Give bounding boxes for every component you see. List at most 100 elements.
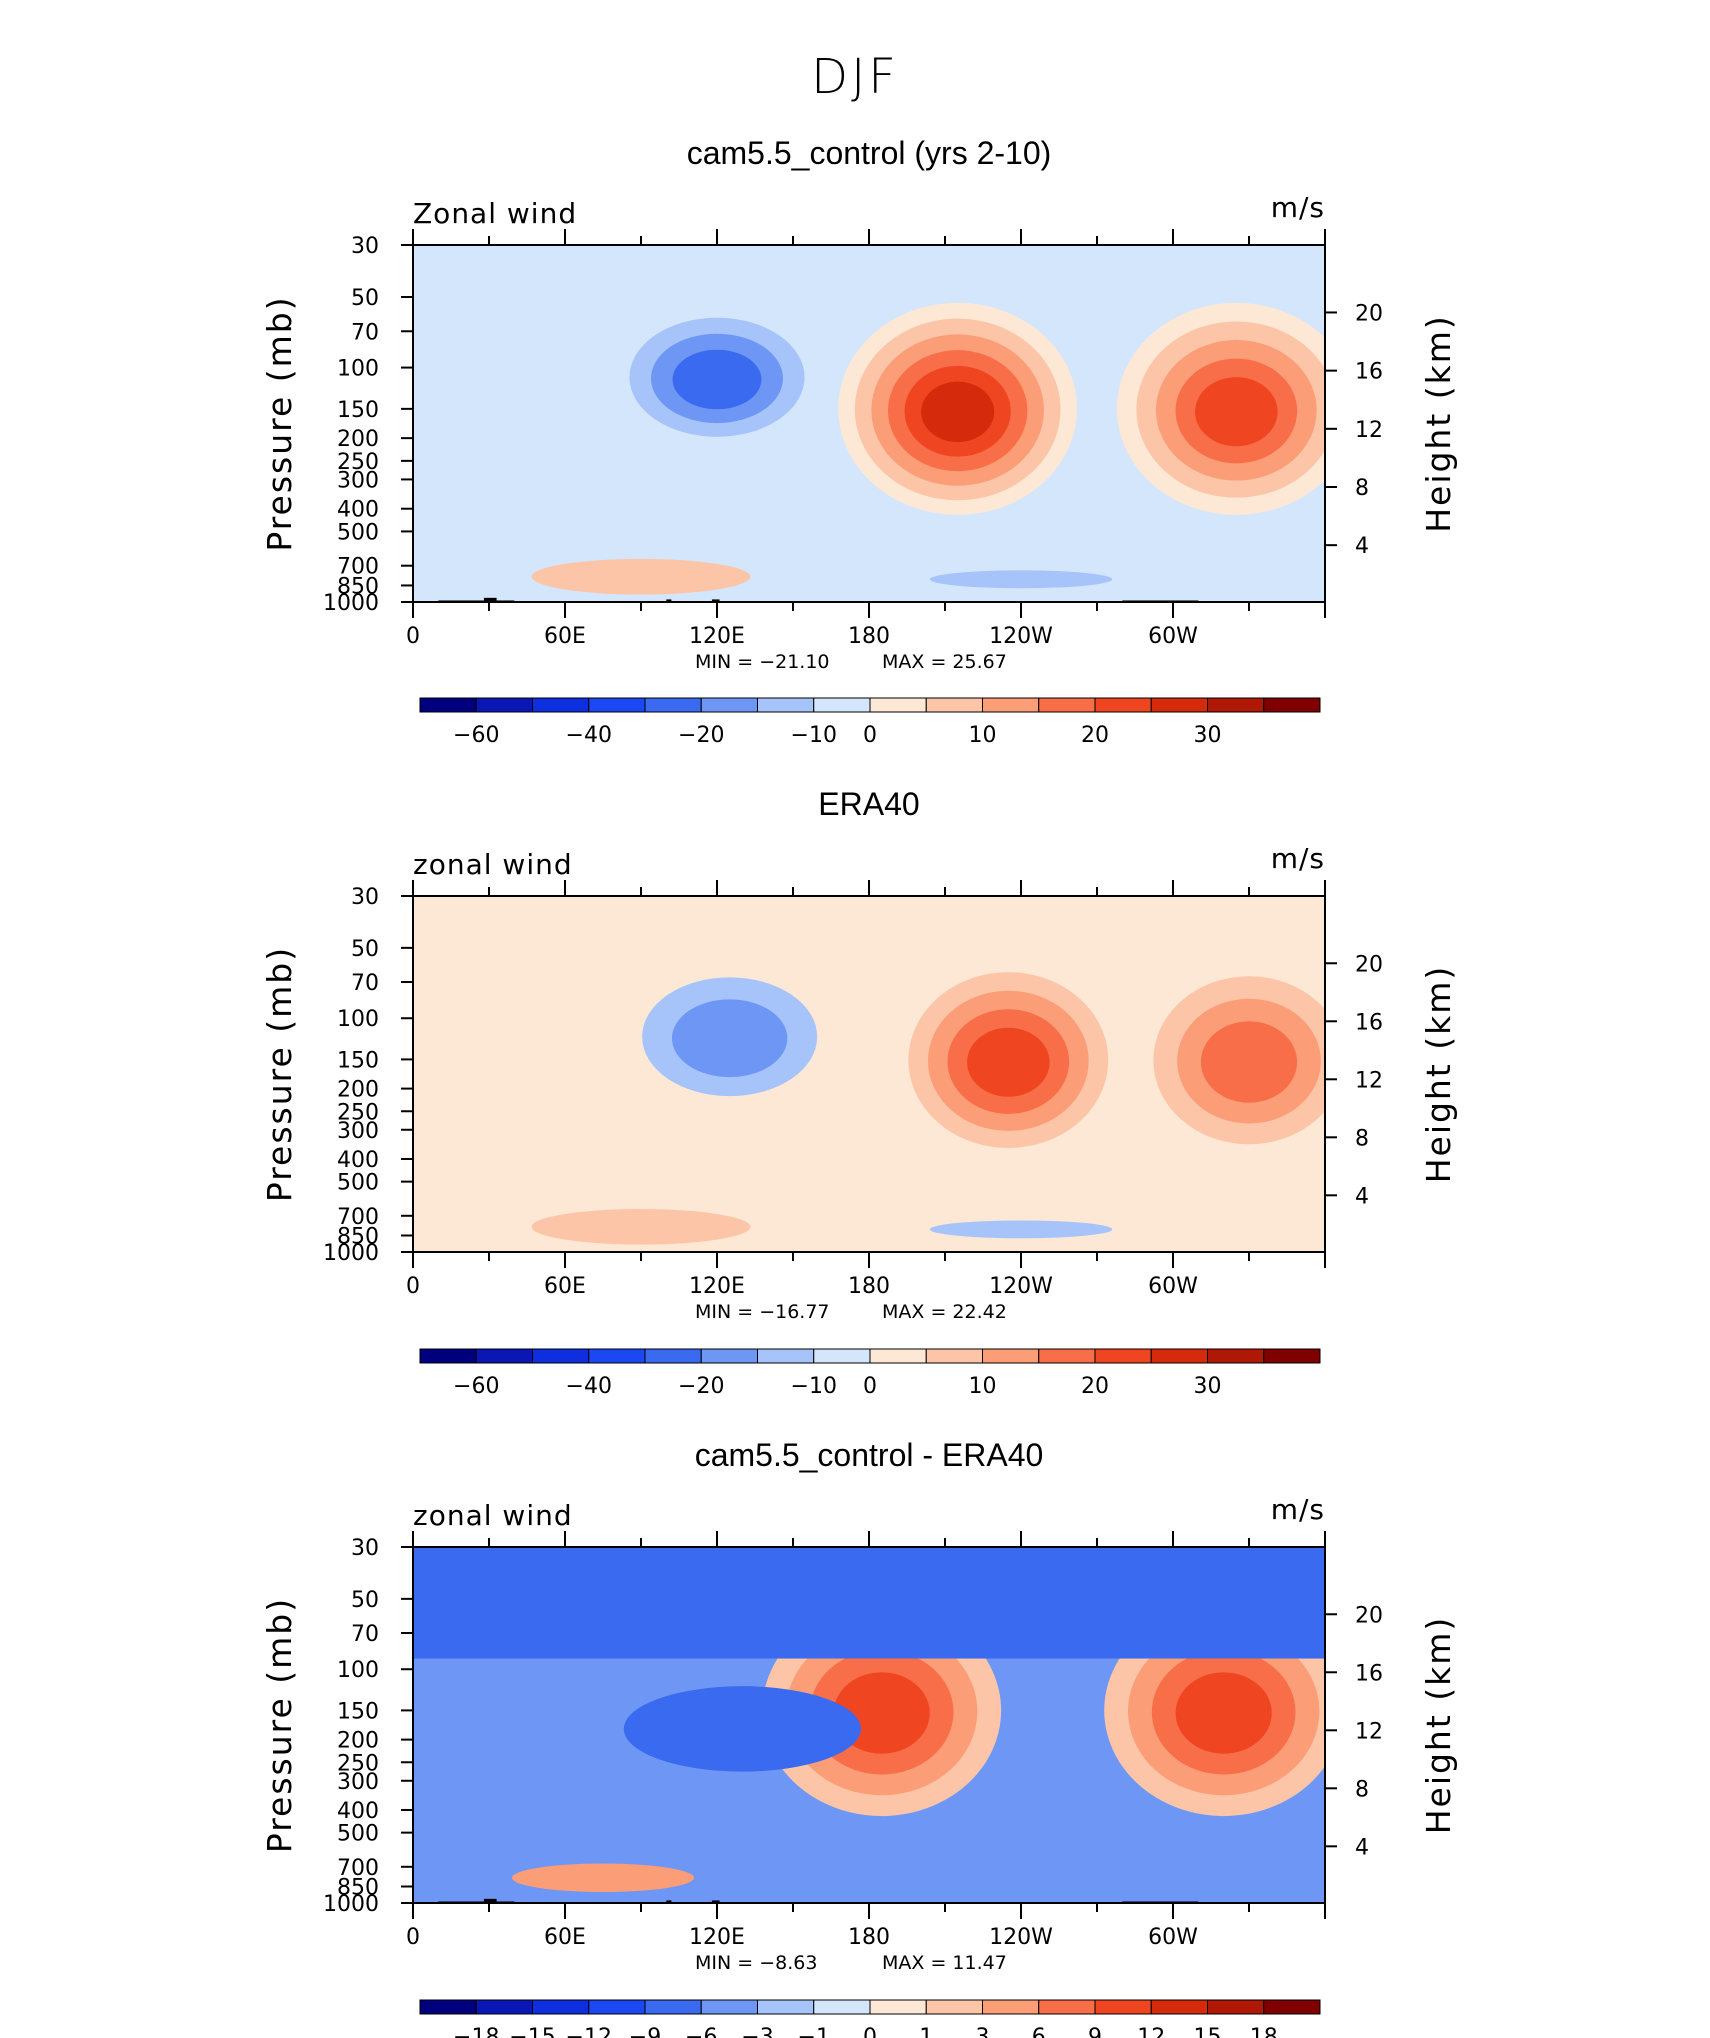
y-tick-label: 300 — [337, 468, 379, 493]
y-tick-label: 250 — [337, 1100, 379, 1125]
x-tick-label: 60E — [544, 1274, 586, 1299]
colorbar-box — [700, 697, 758, 713]
contour-level — [672, 349, 762, 410]
contour-level — [1195, 377, 1278, 447]
colorbar-tick-label: 0 — [863, 2025, 877, 2038]
y-tick-label: 1000 — [323, 591, 379, 616]
topography — [666, 599, 672, 602]
y-tick-label: 400 — [337, 1799, 379, 1824]
colorbar-box — [644, 1999, 702, 2015]
y2-tick-label: 8 — [1355, 1777, 1369, 1802]
panel-title: cam5.5_control (yrs 2-10) — [687, 135, 1052, 171]
topography — [483, 597, 497, 602]
max-value: MAX = 11.47 — [882, 1952, 1007, 1974]
contour-level — [1175, 1672, 1272, 1754]
y-tick-label: 100 — [337, 357, 379, 382]
y-tick-label: 300 — [337, 1770, 379, 1795]
x-tick-label: 120E — [689, 1925, 745, 1950]
x-tick-label: 60E — [544, 624, 586, 649]
y2-axis-title: Height (km) — [1419, 965, 1458, 1184]
max-value: MAX = 25.67 — [882, 651, 1007, 673]
colorbar-box — [1150, 1999, 1208, 2015]
colorbar-box — [1038, 1999, 1096, 2015]
colorbar-tick-label: 9 — [1088, 2025, 1102, 2038]
y-tick-label: 250 — [337, 1751, 379, 1776]
x-tick-label: 180 — [848, 1274, 890, 1299]
x-tick-label: 0 — [406, 624, 420, 649]
y-axis-title: Pressure (mb) — [260, 1597, 299, 1853]
colorbar-box — [1150, 1348, 1208, 1364]
y-axis-title: Pressure (mb) — [260, 295, 299, 551]
colorbar-tick-label: 30 — [1194, 1374, 1222, 1399]
y-tick-label: 400 — [337, 1148, 379, 1173]
colorbar-tick-label: −3 — [741, 2025, 773, 2038]
colorbar-box — [700, 1999, 758, 2015]
y-tick-label: 150 — [337, 1048, 379, 1073]
y-axis-title: Pressure (mb) — [260, 946, 299, 1202]
topography — [711, 599, 720, 602]
colorbar-box — [869, 1348, 927, 1364]
colorbar-box — [1263, 697, 1321, 713]
x-tick-label: 120W — [989, 1274, 1053, 1299]
colorbar-box — [419, 1348, 477, 1364]
y-tick-label: 50 — [351, 286, 379, 311]
colorbar-tick-label: 1 — [919, 2025, 933, 2038]
colorbar-tick-label: 0 — [863, 723, 877, 748]
x-tick-label: 60W — [1148, 624, 1198, 649]
x-tick-label: 60W — [1148, 1274, 1198, 1299]
y-tick-label: 700 — [337, 1856, 379, 1881]
colorbar-tick-label: 6 — [1032, 2025, 1046, 2038]
colorbar-tick-label: −10 — [791, 1374, 837, 1399]
colorbar-tick-label: −60 — [453, 1374, 499, 1399]
y2-tick-label: 4 — [1355, 534, 1369, 559]
colorbar-tick-label: 20 — [1081, 1374, 1109, 1399]
colorbar-box — [1094, 1999, 1152, 2015]
x-tick-label: 120W — [989, 1925, 1053, 1950]
x-tick-label: 180 — [848, 624, 890, 649]
chart-panel-3: cam5.5_control - ERA40 zonal wind m/s 0 60E 1… — [260, 1437, 1458, 2038]
y2-tick-label: 20 — [1355, 301, 1383, 326]
colorbar-box — [1094, 697, 1152, 713]
y-tick-label: 70 — [351, 320, 379, 345]
contour-level — [671, 999, 788, 1078]
low-level-easterly — [929, 570, 1113, 589]
chart-panel-1: cam5.5_control (yrs 2-10) Zonal wind m/s 0 6… — [260, 135, 1458, 748]
colorbar-tick-label: −1 — [798, 2025, 830, 2038]
y-tick-label: 700 — [337, 555, 379, 580]
colorbar-box — [925, 1999, 983, 2015]
colorbar-box — [813, 1348, 871, 1364]
y-tick-label: 30 — [351, 1536, 379, 1561]
colorbar-box — [982, 1999, 1040, 2015]
x-tick-label: 180 — [848, 1925, 890, 1950]
min-value: MIN = −8.63 — [695, 1952, 817, 1974]
y-tick-label: 500 — [337, 520, 379, 545]
colorbar-tick-label: −6 — [685, 2025, 717, 2038]
units-label: m/s — [1271, 1493, 1325, 1526]
min-value: MIN = −21.10 — [695, 651, 830, 673]
y2-axis-title: Height (km) — [1419, 314, 1458, 533]
colorbar-tick-label: 10 — [969, 723, 997, 748]
colorbar-tick-label: 0 — [863, 1374, 877, 1399]
colorbar-box — [532, 1348, 590, 1364]
y2-tick-label: 12 — [1355, 418, 1383, 443]
units-label: m/s — [1271, 842, 1325, 875]
colorbar-box — [1207, 697, 1265, 713]
colorbar-box — [925, 1348, 983, 1364]
y-tick-label: 50 — [351, 937, 379, 962]
colorbar-box — [1263, 1348, 1321, 1364]
colorbar-box — [532, 1999, 590, 2015]
panel-title: ERA40 — [818, 786, 919, 822]
max-value: MAX = 22.42 — [882, 1301, 1007, 1323]
colorbar-box — [700, 1348, 758, 1364]
colorbar-box — [757, 697, 815, 713]
colorbar-box — [588, 1348, 646, 1364]
y2-tick-label: 20 — [1355, 952, 1383, 977]
y2-axis-title: Height (km) — [1419, 1616, 1458, 1835]
colorbar-tick-label: −18 — [453, 2025, 499, 2038]
y-tick-label: 850 — [337, 1876, 379, 1901]
y-tick-label: 850 — [337, 574, 379, 599]
colorbar: −60 −40 −20 −10 0 10 20 30 — [419, 697, 1321, 748]
colorbar-tick-label: −15 — [509, 2025, 555, 2038]
colorbar-tick-label: 12 — [1137, 2025, 1165, 2038]
